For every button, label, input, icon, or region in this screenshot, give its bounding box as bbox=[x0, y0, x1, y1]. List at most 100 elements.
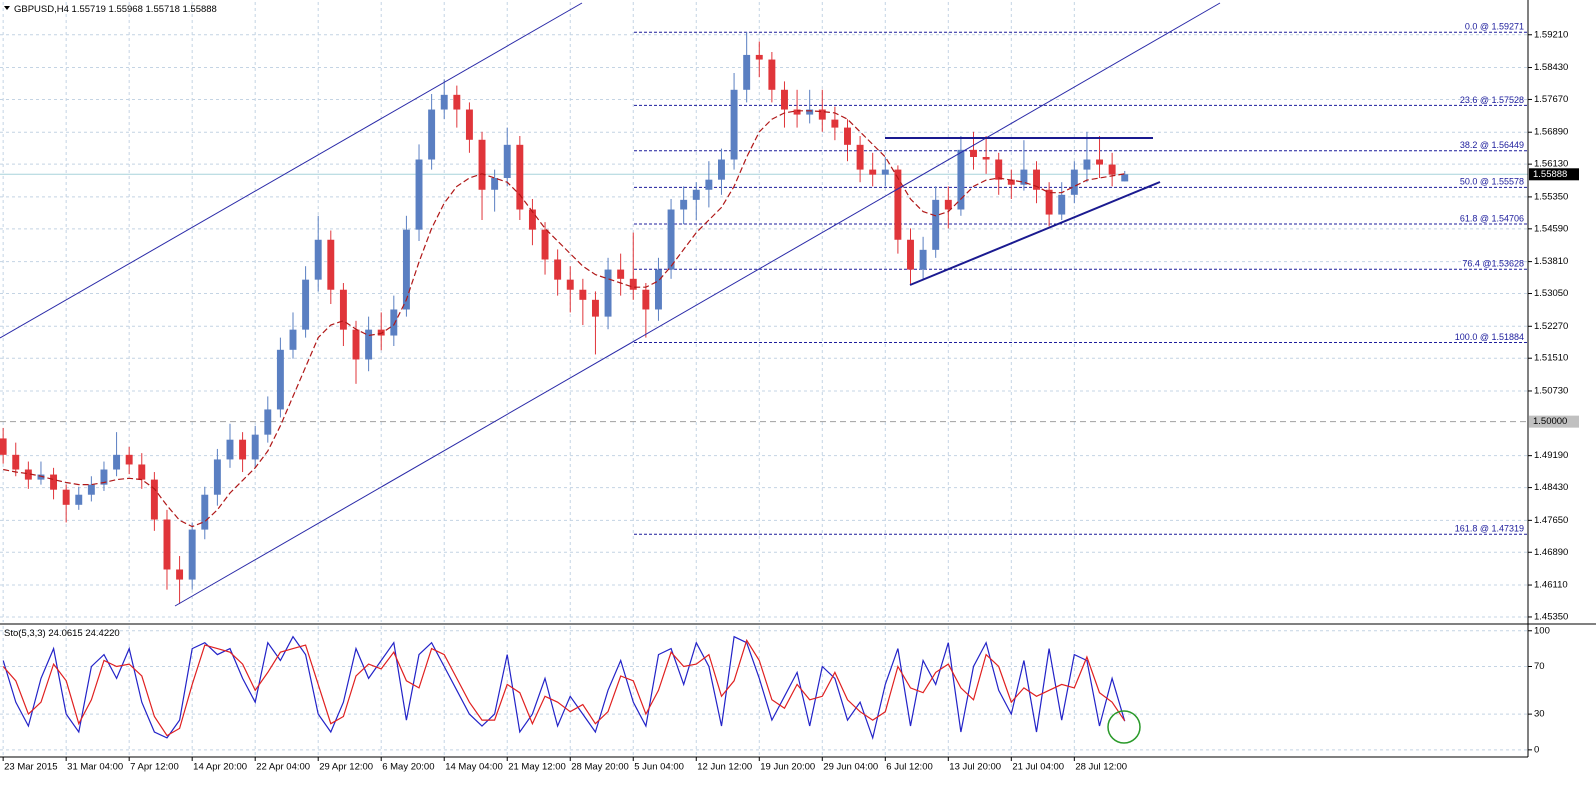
x-tick-label: 28 May 20:00 bbox=[571, 762, 629, 773]
x-tick-label: 21 Jul 04:00 bbox=[1012, 762, 1064, 773]
candle-body bbox=[50, 474, 58, 490]
candle-body bbox=[831, 119, 839, 128]
candle-body bbox=[718, 159, 725, 180]
fib-label: 100.0 @ 1.51884 bbox=[1455, 332, 1524, 342]
candle-body bbox=[944, 199, 952, 210]
candle-body bbox=[302, 279, 310, 330]
candle-body bbox=[982, 157, 990, 160]
header-open: 1.55719 bbox=[72, 4, 106, 15]
x-tick-label: 14 Apr 20:00 bbox=[193, 762, 247, 773]
candle-body bbox=[705, 179, 713, 190]
x-tick-label: 22 Apr 04:00 bbox=[256, 762, 310, 773]
candle-body bbox=[932, 199, 940, 250]
candle-body bbox=[692, 189, 700, 200]
candle-body bbox=[1083, 159, 1091, 170]
candle-body bbox=[667, 209, 675, 270]
candle-body bbox=[62, 489, 70, 505]
y-tick-label: 70 bbox=[1534, 661, 1545, 672]
x-tick-label: 7 Apr 12:00 bbox=[130, 762, 179, 773]
fib-label: 76.4 @1.53628 bbox=[1462, 259, 1524, 269]
candle-body bbox=[377, 329, 385, 336]
candle-body bbox=[1121, 174, 1129, 182]
x-tick-label: 21 May 12:00 bbox=[508, 762, 566, 773]
candle-body bbox=[1058, 194, 1066, 215]
candle-body bbox=[0, 438, 7, 455]
support-line bbox=[909, 181, 1161, 286]
y-tick-label: 1.47650 bbox=[1534, 515, 1568, 526]
fib-label: 161.8 @ 1.47319 bbox=[1455, 524, 1524, 534]
candle-body bbox=[264, 409, 272, 435]
candle-body bbox=[201, 494, 209, 530]
y-tick-label: 1.57670 bbox=[1534, 94, 1568, 105]
moving-average bbox=[3, 110, 1125, 528]
stochastic-line bbox=[2, 638, 1126, 737]
candle-body bbox=[1020, 169, 1028, 185]
x-tick-label: 6 May 20:00 bbox=[382, 762, 434, 773]
candle-body bbox=[1108, 164, 1116, 175]
symbol-icon bbox=[4, 6, 10, 10]
candle-body bbox=[37, 474, 45, 480]
candle-body bbox=[428, 109, 436, 160]
candle-body bbox=[402, 229, 410, 310]
candle-body bbox=[491, 178, 499, 190]
x-tick-label: 29 Jun 04:00 bbox=[823, 762, 878, 773]
trend-lines bbox=[0, 2, 1221, 744]
y-tick-label: 1.52270 bbox=[1534, 321, 1568, 332]
candle-body bbox=[503, 144, 511, 179]
candle-body bbox=[806, 109, 814, 115]
candle-body bbox=[453, 94, 461, 110]
candle-body bbox=[100, 469, 108, 485]
candle-body bbox=[150, 479, 158, 520]
y-tick-label: 1.56130 bbox=[1534, 159, 1568, 170]
candle-body bbox=[465, 109, 473, 140]
candle-body bbox=[176, 569, 184, 580]
y-tick-label: 30 bbox=[1534, 709, 1545, 720]
x-tick-label: 29 Apr 12:00 bbox=[319, 762, 373, 773]
candle-body bbox=[339, 289, 347, 330]
candle-body bbox=[75, 494, 83, 505]
chart-header: GBPUSD,H4 1.55719 1.55968 1.55718 1.5588… bbox=[14, 4, 217, 15]
candle-body bbox=[239, 439, 247, 460]
header-low: 1.55718 bbox=[146, 4, 180, 15]
candle-body bbox=[654, 269, 662, 310]
y-tick-label: 1.49190 bbox=[1534, 450, 1568, 461]
candle-body bbox=[730, 89, 738, 160]
candle-body bbox=[188, 529, 196, 580]
candle-body bbox=[390, 309, 398, 336]
y-tick-label: 1.46890 bbox=[1534, 547, 1568, 558]
candle-body bbox=[604, 269, 612, 317]
x-tick-label: 23 Mar 2015 bbox=[4, 762, 57, 773]
candle-body bbox=[680, 199, 688, 210]
highlight-circle bbox=[1107, 710, 1141, 744]
candle-body bbox=[12, 454, 20, 470]
candle-body bbox=[554, 259, 562, 280]
y-tick-label: 100 bbox=[1534, 625, 1550, 636]
candle-body bbox=[415, 159, 423, 230]
y-tick-label: 1.51510 bbox=[1534, 353, 1568, 364]
candle-body bbox=[818, 109, 826, 120]
indicator-name: Sto(5,3,3) bbox=[4, 628, 46, 639]
candle-body bbox=[1033, 169, 1040, 190]
candle-body bbox=[1096, 159, 1103, 165]
candle-body bbox=[566, 279, 574, 290]
y-tick-label: 1.55350 bbox=[1534, 191, 1568, 202]
candle-body bbox=[768, 59, 776, 90]
y-tick-label: 1.53050 bbox=[1534, 288, 1568, 299]
header-high: 1.55968 bbox=[109, 4, 143, 15]
channel-lower bbox=[174, 2, 1221, 607]
x-tick-label: 12 Jun 12:00 bbox=[697, 762, 752, 773]
y-tick-label: 1.48430 bbox=[1534, 482, 1568, 493]
fib-label: 23.6 @ 1.57528 bbox=[1460, 95, 1524, 105]
candle-body bbox=[314, 239, 322, 280]
fib-label: 50.0 @ 1.55578 bbox=[1460, 177, 1524, 187]
candle-body bbox=[251, 434, 259, 460]
y-tick-label: 0 bbox=[1534, 744, 1539, 755]
candle-body bbox=[289, 329, 297, 350]
candle-body bbox=[743, 54, 751, 90]
y-tick-label: 1.46110 bbox=[1534, 580, 1568, 591]
candle-body bbox=[440, 94, 448, 110]
x-tick-label: 5 Jun 04:00 bbox=[634, 762, 684, 773]
